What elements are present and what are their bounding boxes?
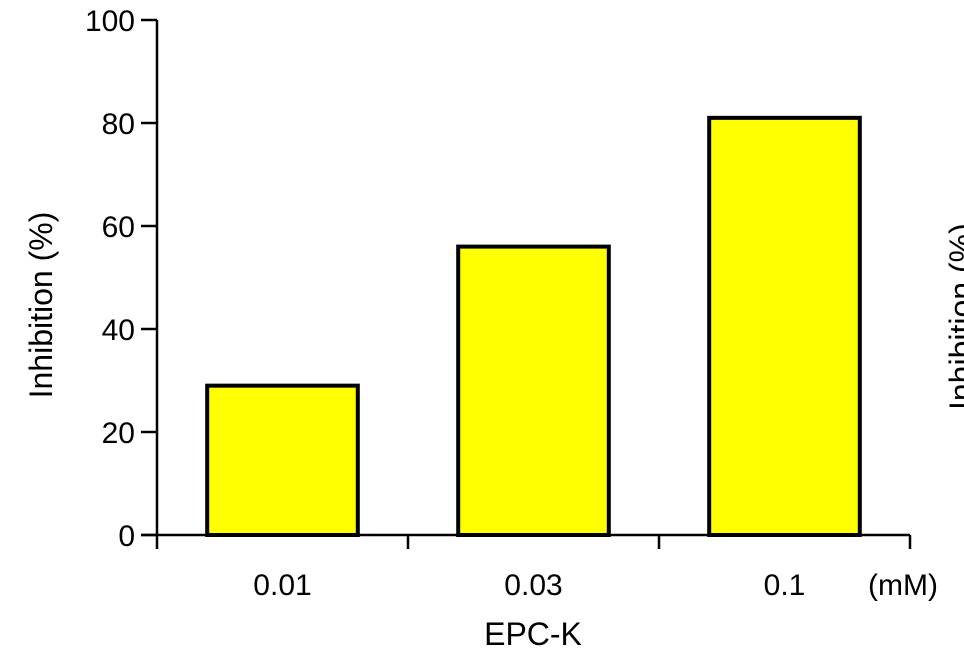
y-tick-label: 100 (85, 5, 135, 38)
y-axis-ticks: 0 20 40 60 80 100 (85, 5, 157, 553)
y-axis-title: Inhibition (%) (23, 212, 59, 399)
bar-0.03 (456, 244, 611, 537)
x-axis-unit: (mM) (868, 569, 938, 602)
y-tick-label: 60 (102, 211, 135, 244)
x-tick-label: 0.03 (504, 569, 562, 602)
bars: 0.01 0.03 0.1 (205, 115, 862, 602)
x-tick-label: 0.01 (253, 569, 311, 602)
y-tick-label: 80 (102, 108, 135, 141)
x-axis-title: EPC-K (484, 616, 582, 652)
y-tick-label: 40 (102, 314, 135, 347)
right-axis-title-clipped: Inhibition (%) (943, 223, 964, 410)
bar-0.01 (205, 383, 360, 537)
y-tick-label: 0 (118, 520, 135, 553)
bar-0.1 (707, 115, 862, 537)
x-axis-ticks (155, 535, 912, 549)
y-tick-label: 20 (102, 417, 135, 450)
x-tick-label: 0.1 (764, 569, 806, 602)
